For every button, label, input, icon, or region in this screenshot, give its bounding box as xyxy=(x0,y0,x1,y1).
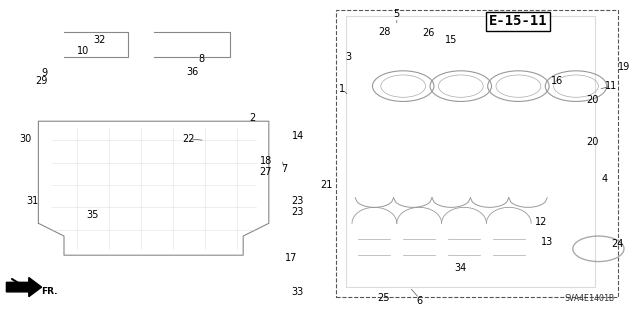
Text: 33: 33 xyxy=(291,287,304,297)
Text: 27: 27 xyxy=(259,167,272,177)
Text: 21: 21 xyxy=(320,180,333,190)
Text: 20: 20 xyxy=(586,95,598,106)
Text: 5: 5 xyxy=(394,9,400,19)
Text: 2: 2 xyxy=(250,113,256,123)
Text: 30: 30 xyxy=(19,134,32,144)
Text: 17: 17 xyxy=(285,253,298,263)
Text: 16: 16 xyxy=(550,76,563,86)
Text: 20: 20 xyxy=(586,137,598,147)
Text: 8: 8 xyxy=(198,54,205,64)
Text: 1: 1 xyxy=(339,84,346,94)
Text: 13: 13 xyxy=(541,237,554,248)
Text: 32: 32 xyxy=(93,35,106,45)
Text: 35: 35 xyxy=(86,210,99,220)
Text: 9: 9 xyxy=(42,68,48,78)
Text: 26: 26 xyxy=(422,28,435,39)
Text: 7: 7 xyxy=(282,164,288,174)
Text: 18: 18 xyxy=(259,156,272,166)
Text: SVA4E1401B: SVA4E1401B xyxy=(564,294,614,303)
Text: 10: 10 xyxy=(77,46,90,56)
Text: 23: 23 xyxy=(291,207,304,217)
Text: 15: 15 xyxy=(445,35,458,45)
Text: 36: 36 xyxy=(186,67,198,77)
Text: 29: 29 xyxy=(35,76,48,86)
Text: 12: 12 xyxy=(534,217,547,227)
Text: E-15-11: E-15-11 xyxy=(489,14,548,28)
Polygon shape xyxy=(6,278,42,297)
Text: 6: 6 xyxy=(416,296,422,307)
Text: 22: 22 xyxy=(182,134,195,144)
Text: 14: 14 xyxy=(291,130,304,141)
Text: 25: 25 xyxy=(378,293,390,303)
Text: 28: 28 xyxy=(378,27,390,37)
Text: 3: 3 xyxy=(346,52,352,63)
Text: 34: 34 xyxy=(454,263,467,273)
Text: 31: 31 xyxy=(26,196,38,206)
Text: 24: 24 xyxy=(611,239,624,249)
Text: 11: 11 xyxy=(605,81,618,91)
Text: 19: 19 xyxy=(618,62,630,72)
Text: 4: 4 xyxy=(602,174,608,184)
Bar xyxy=(336,10,618,297)
Text: 23: 23 xyxy=(291,196,304,206)
Text: FR.: FR. xyxy=(42,287,58,296)
